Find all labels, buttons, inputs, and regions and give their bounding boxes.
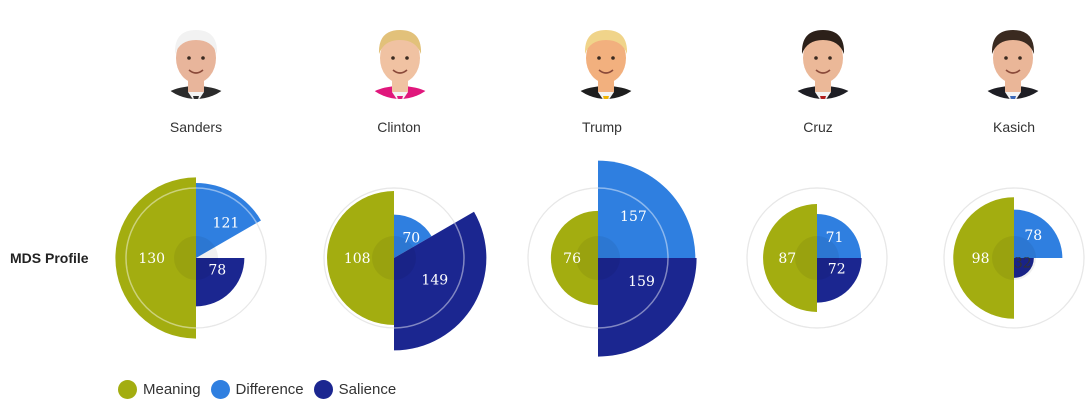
legend-item-salience: Salience — [313, 380, 397, 399]
legend-swatch-salience — [313, 380, 333, 399]
wedge-difference — [394, 214, 432, 258]
value-label-meaning: 108 — [344, 251, 371, 267]
wedge-meaning — [115, 177, 196, 339]
legend-label-salience: Salience — [338, 381, 397, 398]
value-label-difference: 78 — [1024, 228, 1042, 244]
candidate-name-trump: Trump — [582, 119, 622, 135]
legend-swatch-difference — [210, 380, 230, 399]
wedge-difference — [196, 182, 261, 258]
polar-chart-kasich: 98 78 32 — [943, 187, 1085, 329]
avatar-sanders — [152, 11, 240, 99]
wedge-salience — [196, 258, 245, 307]
row-label: MDS Profile — [10, 250, 89, 266]
polar-chart-trump: 76 157 159 — [527, 160, 697, 357]
candidate-name-sanders: Sanders — [169, 119, 223, 135]
wedge-difference — [598, 160, 696, 258]
legend-label-difference: Difference — [235, 381, 304, 398]
wedge-salience — [598, 258, 697, 357]
inner-ring — [943, 187, 1085, 329]
legend-item-difference: Difference — [210, 380, 304, 399]
center-disc — [992, 236, 1036, 280]
avatar-clinton — [356, 11, 444, 99]
center-disc — [795, 236, 839, 280]
wedge-meaning — [550, 210, 598, 306]
value-label-difference: 157 — [620, 209, 647, 225]
candidate-name-clinton: Clinton — [377, 119, 421, 135]
wedge-salience — [817, 258, 862, 303]
polar-chart-cruz: 87 71 72 — [746, 187, 888, 329]
inner-ring — [323, 187, 465, 329]
legend: Meaning Difference Salience — [118, 380, 406, 399]
wedge-salience — [394, 211, 487, 351]
wedge-salience — [1014, 258, 1034, 278]
value-label-difference: 71 — [826, 230, 844, 246]
value-label-meaning: 87 — [778, 251, 796, 267]
candidate-name-kasich: Kasich — [992, 119, 1036, 135]
avatar-cruz — [779, 11, 867, 99]
center-disc — [174, 236, 218, 280]
avatar-trump — [562, 11, 650, 99]
polar-chart-clinton: 108 70 149 — [323, 187, 487, 351]
value-label-salience: 72 — [828, 262, 846, 278]
legend-item-meaning: Meaning — [118, 380, 201, 399]
wedge-meaning — [327, 191, 394, 325]
center-disc — [372, 236, 416, 280]
wedge-meaning — [953, 197, 1014, 319]
legend-label-meaning: Meaning — [143, 381, 201, 398]
value-label-difference: 70 — [402, 230, 420, 246]
polar-chart-sanders: 130 121 78 — [115, 177, 267, 339]
candidate-name-cruz: Cruz — [803, 119, 833, 135]
avatar-kasich — [969, 11, 1057, 99]
value-label-meaning: 98 — [972, 251, 990, 267]
center-disc — [576, 236, 620, 280]
wedge-difference — [817, 213, 862, 258]
legend-swatch-meaning — [118, 380, 137, 399]
value-label-meaning: 76 — [563, 251, 581, 267]
value-label-meaning: 130 — [138, 251, 165, 267]
inner-ring — [125, 187, 267, 329]
wedge-meaning — [763, 204, 817, 312]
inner-ring — [746, 187, 888, 329]
value-label-salience: 78 — [208, 262, 226, 278]
wedge-difference — [1014, 209, 1063, 258]
value-label-salience: 149 — [421, 273, 448, 289]
value-label-salience: 32 — [1014, 256, 1032, 272]
value-label-salience: 159 — [628, 274, 655, 290]
inner-ring — [527, 187, 669, 329]
value-label-difference: 121 — [213, 215, 240, 231]
